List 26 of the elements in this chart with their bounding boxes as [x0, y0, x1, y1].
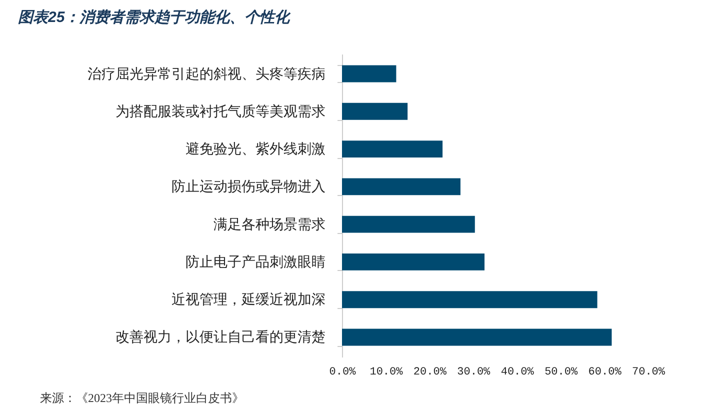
x-tick-label: 20.0%	[413, 366, 447, 378]
text: 图表25：消费者需求趋于功能化、个性化	[18, 8, 290, 27]
y-tick-label: 避免验光、紫外线刺激	[186, 142, 326, 158]
y-tick-label: 为搭配服装或衬托气质等美观需求	[116, 104, 326, 120]
bar	[342, 178, 460, 196]
x-tick-label: 70.0%	[632, 366, 666, 378]
y-tick-label: 防止运动损伤或异物进入	[172, 179, 326, 196]
x-tick-label: 30.0%	[457, 366, 491, 378]
bar	[342, 216, 475, 233]
source-note: 来源：《2023年中国眼镜行业白皮书》	[40, 390, 244, 407]
bar	[342, 140, 443, 158]
x-tick-label: 60.0%	[588, 366, 622, 378]
x-tick-label: 50.0%	[544, 366, 578, 378]
bar	[342, 102, 408, 120]
bar	[342, 291, 598, 308]
bar	[342, 65, 396, 82]
y-tick-label: 改善视力，以便让自己看的更清楚	[116, 328, 326, 346]
x-tick-label: 10.0%	[370, 366, 404, 378]
bar	[342, 328, 612, 346]
y-tick-label: 治疗屈光异常引起的斜视、头疼等疾病	[88, 66, 326, 82]
x-tick-label: 0.0%	[329, 366, 356, 378]
y-tick-label: 满足各种场景需求	[214, 216, 326, 233]
y-tick-label: 防止电子产品刺激眼睛	[186, 254, 326, 270]
bar	[342, 253, 485, 270]
y-tick-label: 近视管理，延缓近视加深	[172, 292, 326, 308]
x-tick-label: 40.0%	[500, 366, 534, 378]
